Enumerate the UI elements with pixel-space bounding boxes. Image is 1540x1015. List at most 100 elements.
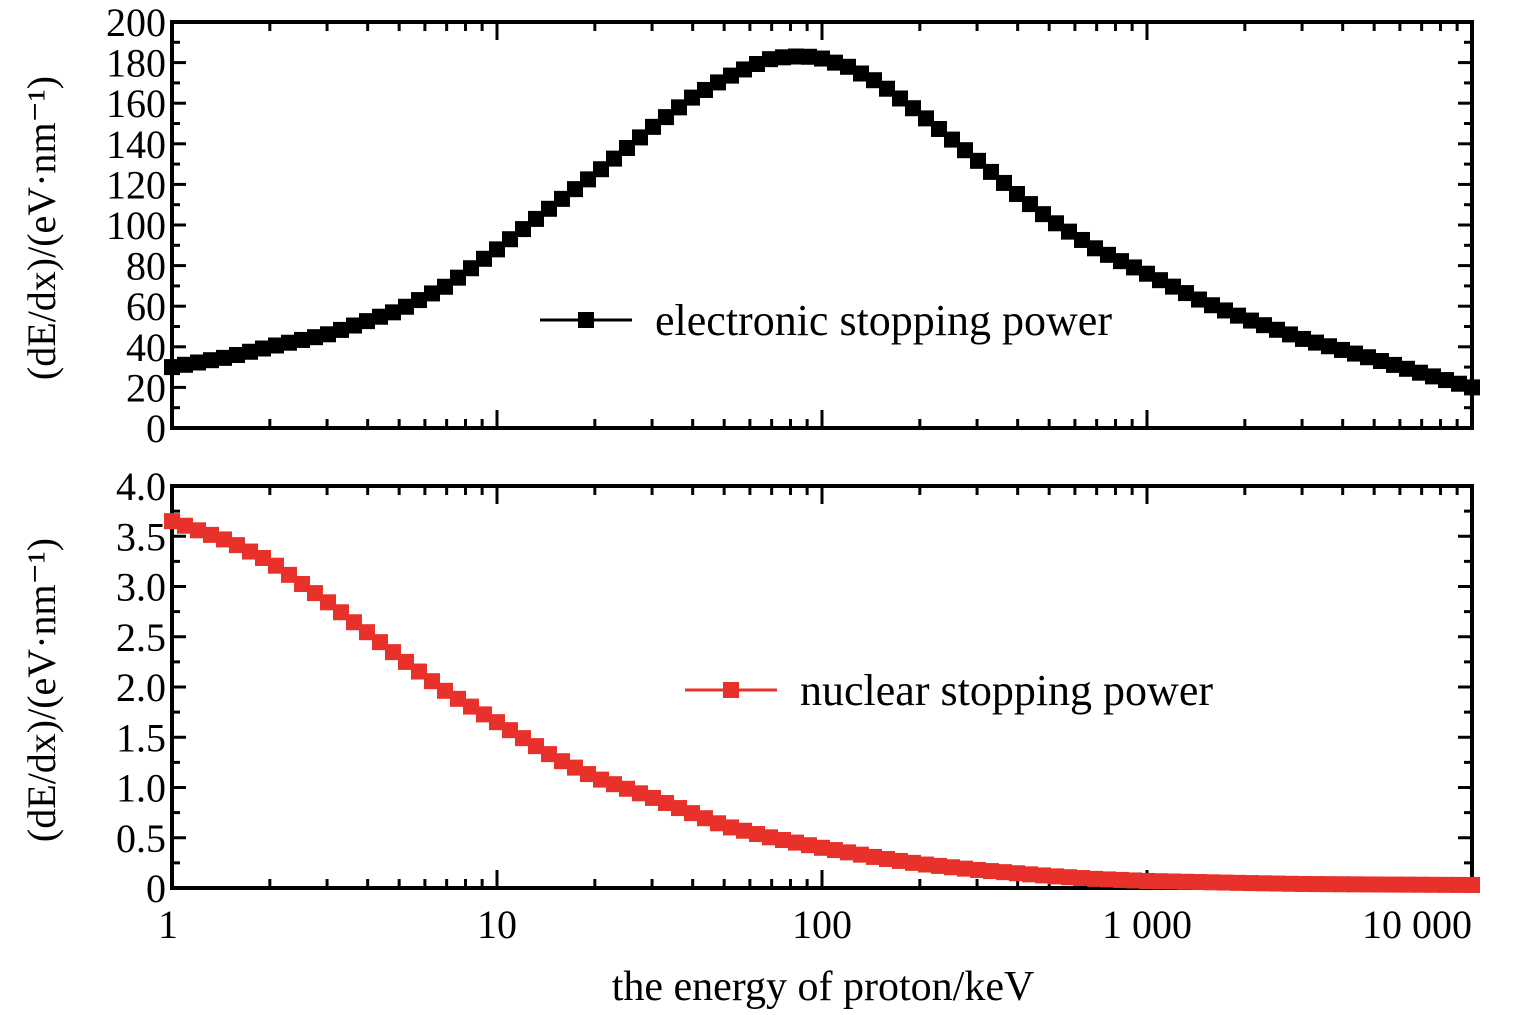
data-point-marker: [190, 522, 206, 539]
data-point-marker: [489, 241, 505, 258]
data-point-marker: [307, 585, 323, 602]
data-point-marker: [190, 354, 206, 371]
data-point-marker: [645, 118, 661, 135]
data-point-marker: [606, 150, 622, 167]
data-point-marker: [216, 349, 232, 366]
data-point-marker: [814, 839, 830, 856]
data-point-marker: [710, 815, 726, 832]
data-point-marker: [1347, 876, 1363, 893]
y-tick-label: 0.5: [116, 816, 166, 861]
data-point-marker: [684, 805, 700, 822]
data-point-marker: [918, 856, 934, 873]
data-point-marker: [1230, 874, 1246, 891]
data-point-marker: [450, 690, 466, 707]
data-point-marker: [801, 48, 817, 65]
data-point-marker: [1178, 873, 1194, 890]
data-point-marker: [749, 56, 765, 73]
data-point-marker: [853, 846, 869, 863]
y-tick-label: 3.5: [116, 514, 166, 559]
data-point-marker: [1139, 872, 1155, 889]
data-point-marker: [658, 794, 674, 811]
data-point-marker: [242, 543, 258, 560]
data-point-marker: [1386, 356, 1402, 373]
data-point-marker: [1308, 334, 1324, 351]
data-point-marker: [736, 61, 752, 78]
x-tick-label: 1 000: [1102, 902, 1192, 947]
data-point-marker: [528, 210, 544, 227]
data-point-marker: [827, 842, 843, 859]
plot-frame: [170, 20, 1474, 430]
data-point-marker: [931, 120, 947, 137]
data-point-marker: [1269, 321, 1285, 338]
data-point-marker: [684, 89, 700, 106]
data-point-marker: [359, 624, 375, 641]
data-point-marker: [762, 51, 778, 68]
data-point-marker: [931, 857, 947, 874]
data-point-marker: [1412, 364, 1428, 381]
data-point-marker: [333, 604, 349, 621]
data-point-marker: [502, 231, 518, 248]
data-point-marker: [671, 800, 687, 817]
data-point-marker: [1360, 876, 1376, 893]
data-point-marker: [606, 776, 622, 793]
data-point-marker: [970, 152, 986, 169]
data-point-marker: [229, 347, 245, 364]
data-point-marker: [1438, 372, 1454, 389]
data-point-marker: [840, 58, 856, 75]
data-point-marker: [853, 65, 869, 82]
data-point-marker: [840, 844, 856, 861]
y-tick-label: 0: [146, 406, 166, 451]
data-point-marker: [1022, 196, 1038, 213]
data-point-marker: [671, 99, 687, 116]
data-point-marker: [372, 308, 388, 325]
data-point-marker: [866, 848, 882, 865]
data-point-marker: [736, 822, 752, 839]
data-point-marker: [1295, 330, 1311, 347]
data-point-marker: [541, 200, 557, 217]
legend-marker: [578, 312, 594, 328]
data-point-marker: [1126, 872, 1142, 889]
data-point-marker: [710, 74, 726, 91]
data-point-marker: [983, 163, 999, 180]
data-point-marker: [788, 48, 804, 65]
x-tick-label: 1: [158, 902, 178, 947]
data-point-marker: [866, 72, 882, 89]
data-point-marker: [749, 826, 765, 843]
data-point-marker: [1048, 215, 1064, 232]
legend-label: nuclear stopping power: [800, 666, 1213, 715]
legend-label: electronic stopping power: [655, 296, 1112, 345]
data-point-marker: [476, 250, 492, 267]
data-point-marker: [281, 566, 297, 583]
data-point-marker: [1308, 876, 1324, 893]
data-point-marker: [996, 864, 1012, 881]
y-tick-label: 60: [126, 284, 166, 329]
data-point-marker: [814, 50, 830, 67]
data-point-marker: [294, 331, 310, 348]
data-point-marker: [1217, 874, 1233, 891]
data-point-marker: [1295, 875, 1311, 892]
data-point-marker: [203, 352, 219, 369]
data-point-marker: [177, 517, 193, 534]
data-point-marker: [372, 634, 388, 651]
data-point-marker: [1321, 338, 1337, 355]
data-point-marker: [1113, 253, 1129, 270]
data-point-marker: [1009, 865, 1025, 882]
data-point-marker: [944, 131, 960, 148]
data-point-marker: [294, 575, 310, 592]
data-point-marker: [1425, 368, 1441, 385]
data-point-marker: [723, 819, 739, 836]
data-point-marker: [1035, 206, 1051, 223]
data-point-marker: [216, 531, 232, 548]
data-point-marker: [411, 292, 427, 309]
data-point-marker: [723, 67, 739, 84]
data-point-marker: [801, 837, 817, 854]
data-point-marker: [398, 653, 414, 670]
data-point-marker: [1425, 876, 1441, 893]
data-point-marker: [1113, 871, 1129, 888]
data-point-marker: [580, 171, 596, 188]
y-tick-label: 140: [106, 122, 166, 167]
data-point-marker: [398, 298, 414, 315]
data-point-marker: [255, 549, 271, 566]
data-point-marker: [918, 110, 934, 127]
